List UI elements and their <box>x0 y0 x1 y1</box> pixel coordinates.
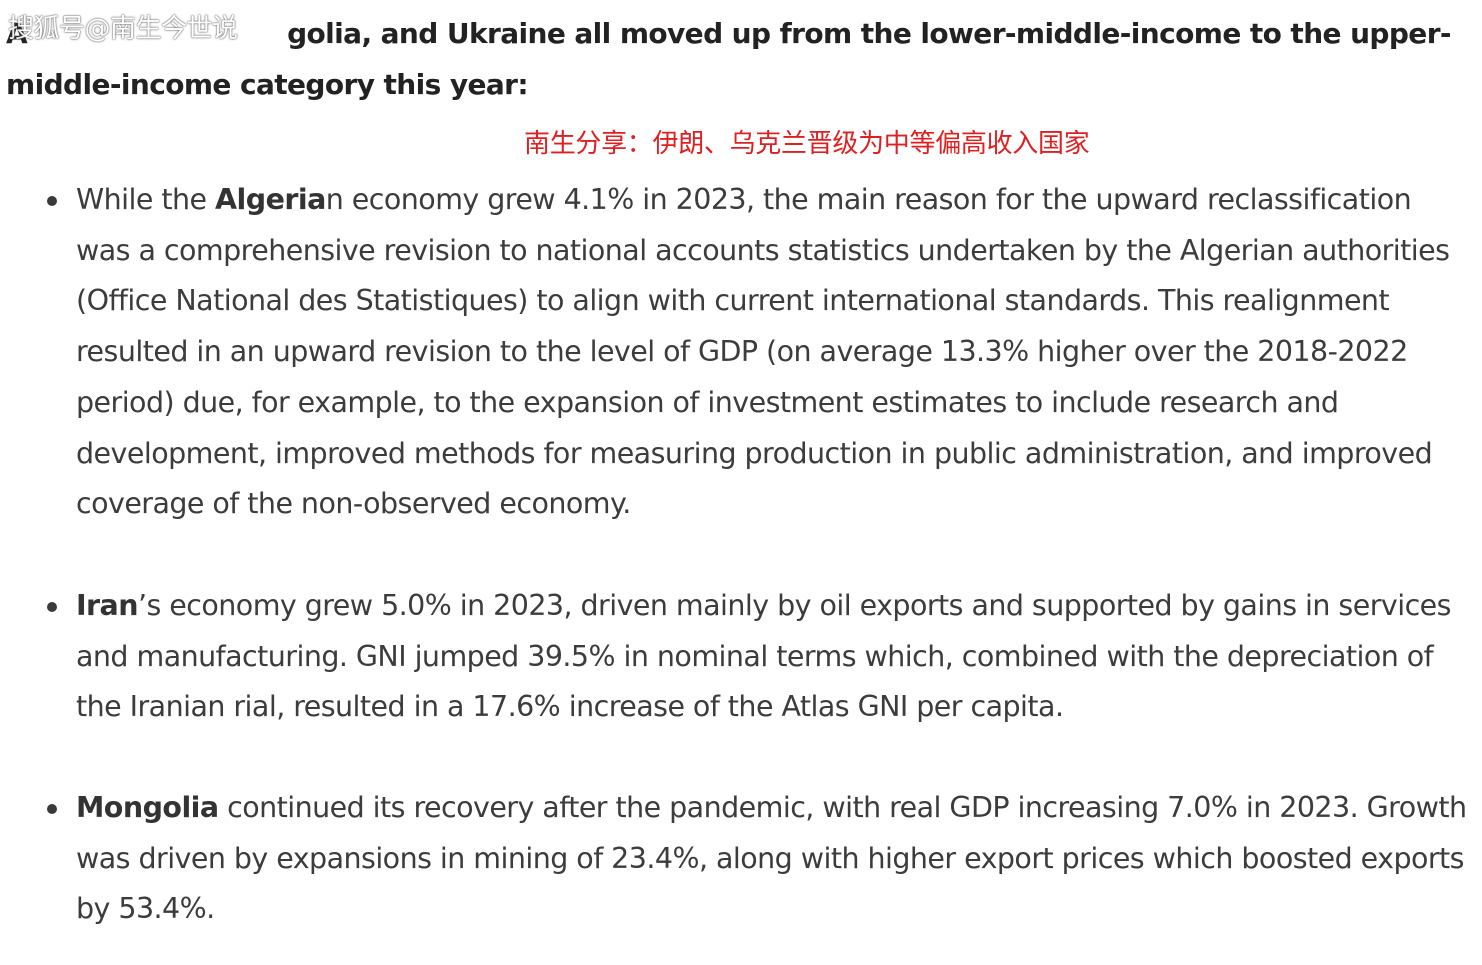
heading-text: golia, and Ukraine all moved up from the… <box>6 17 1452 101</box>
algeria-lead-text: While the <box>76 183 216 216</box>
algeria-suffix: n <box>325 183 344 216</box>
chinese-caption: 南生分享：伊朗、乌克兰晋级为中等偏高收入国家 <box>524 129 1090 159</box>
bullet-icon <box>47 602 57 612</box>
iran-description: ’s economy grew 5.0% in 2023, driven mai… <box>76 589 1452 724</box>
list-item-algeria: While the Algerian economy grew 4.1% in … <box>47 175 1471 530</box>
list-item-mongolia: Mongolia continued its recovery after th… <box>47 783 1471 935</box>
bullet-icon <box>47 196 57 206</box>
country-name-iran: Iran <box>76 589 139 622</box>
heading-prefix: A <box>6 17 28 50</box>
mongolia-description: continued its recovery after the pandemi… <box>76 791 1467 926</box>
bullet-icon <box>47 804 57 814</box>
country-name-algeria: Algeria <box>215 183 326 216</box>
algeria-description: economy grew 4.1% in 2023, the main reas… <box>76 183 1450 521</box>
list-item-iran: Iran’s economy grew 5.0% in 2023, driven… <box>47 581 1471 733</box>
country-name-mongolia: Mongolia <box>76 791 219 824</box>
source-watermark: 搜狐号@南生今世说 <box>8 14 238 44</box>
